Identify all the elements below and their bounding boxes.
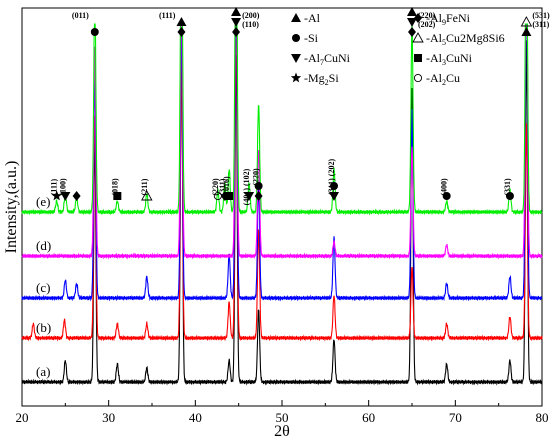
si-circle-icon: [90, 28, 99, 36]
al5cu2mg8si6-open-triangle-icon: [412, 32, 424, 43]
peak-label: (011): [72, 11, 89, 20]
x-tick-label: 20: [16, 410, 29, 425]
al5cu2mg8si6-open-triangle-icon: [141, 190, 153, 201]
si-circle-icon: [330, 182, 338, 190]
al7cuni-triangle-down-icon: [329, 192, 339, 201]
peak-marks-group: (111) (100)(011)(018) (211)(111)(220)(311)…: [50, 7, 550, 205]
mg2si-star-icon: [51, 190, 62, 201]
peak-label: (401) (102): [242, 168, 251, 205]
al7cuni-triangle-down-icon: [60, 192, 71, 201]
peak-label: (100): [58, 178, 67, 196]
al2cu-open-circle-icon: [413, 73, 423, 83]
al7cuni-triangle-down-icon: [244, 192, 255, 201]
al9feni-diamond-icon: [414, 13, 422, 23]
x-axis: 20 30 40 50 60 70 80: [16, 400, 549, 425]
al9feni-diamond-icon: [254, 191, 263, 201]
peak-label: (220): [252, 168, 261, 186]
legend-entry-text: -Al9FeNi: [426, 11, 471, 27]
x-tick-label: 40: [189, 410, 202, 425]
si-circle-icon: [254, 182, 263, 190]
legend-entry-text: -Al5Cu2Mg8Si6: [426, 31, 505, 47]
peak-label: (311): [218, 178, 227, 195]
al7cuni-triangle-down-icon: [291, 54, 301, 63]
legend-entry-text: -Al3CuNi: [426, 51, 473, 67]
series-label: (d): [36, 238, 51, 253]
peak-label: (311) (202): [327, 159, 336, 196]
series-line-b: [21, 23, 543, 342]
x-tick-label: 50: [276, 410, 289, 425]
al9feni-diamond-icon: [408, 27, 416, 37]
x-tick-label: 30: [102, 410, 115, 425]
al-triangle-icon: [176, 17, 187, 26]
peak-label: (211): [140, 178, 149, 195]
peak-label: (111): [50, 178, 59, 195]
peak-label: (200) (110): [242, 11, 260, 29]
series-line-c: [21, 23, 543, 302]
peak-label: (400): [440, 178, 449, 196]
al3cuni-square-icon: [113, 192, 122, 200]
al9feni-diamond-icon: [72, 191, 81, 201]
peak-label: (018): [110, 178, 119, 196]
al9feni-diamond-icon: [232, 27, 241, 37]
peak-label: (1016): [222, 176, 231, 198]
series-line-e: [21, 23, 543, 216]
peak-label: (220): [211, 178, 220, 196]
legend-entry-text: -Al: [304, 11, 321, 25]
legend-entry-text: -Si: [304, 31, 319, 45]
si-circle-icon: [442, 192, 451, 200]
series-line-d: [21, 23, 543, 260]
al7cuni-triangle-down-icon: [407, 18, 417, 27]
peak-label: (111): [159, 11, 176, 20]
al9feni-diamond-icon: [177, 27, 186, 37]
curve-labels-group: (a) (b) (c) (d) (e): [36, 194, 51, 379]
peak-label: (531) (311): [532, 11, 550, 29]
al5cu2mg8si6-open-triangle-icon: [520, 16, 533, 27]
al-triangle-icon: [291, 13, 301, 22]
series-label: (c): [36, 280, 50, 295]
legend-entry-text: -Al2Cu: [426, 71, 460, 87]
plot-frame: [21, 7, 543, 407]
peak-label: (220) (202): [418, 11, 436, 29]
al-triangle-icon: [521, 27, 532, 36]
series-label: (a): [36, 364, 50, 379]
al-triangle-icon: [407, 7, 417, 16]
series-line-a: [21, 40, 543, 386]
al3cuni-square-icon: [414, 54, 422, 62]
x-axis-label: 2θ: [274, 423, 290, 440]
al-triangle-icon: [231, 7, 242, 16]
curves-group: [21, 23, 543, 386]
al3cuni-square-icon: [225, 192, 234, 200]
legend-entry-text: -Mg2Si: [304, 71, 339, 87]
si-circle-icon: [292, 34, 300, 42]
x-tick-label: 60: [362, 410, 375, 425]
series-label: (e): [36, 194, 50, 209]
peak-label: (331): [503, 178, 512, 196]
y-axis-label: Intensity,(a.u.): [3, 161, 20, 254]
mg2si-star-icon: [290, 72, 302, 83]
x-tick-label: 70: [449, 410, 462, 425]
legend-entry-text: -Al7CuNi: [304, 51, 351, 67]
al7cuni-triangle-down-icon: [231, 18, 242, 27]
series-label: (b): [36, 320, 51, 335]
legend: -Al -Al9FeNi -Si -Al5Cu2Mg8Si6 -Al7CuNi -Al3C…: [290, 11, 505, 87]
si-circle-icon: [505, 192, 514, 200]
x-tick-label: 80: [536, 410, 549, 425]
